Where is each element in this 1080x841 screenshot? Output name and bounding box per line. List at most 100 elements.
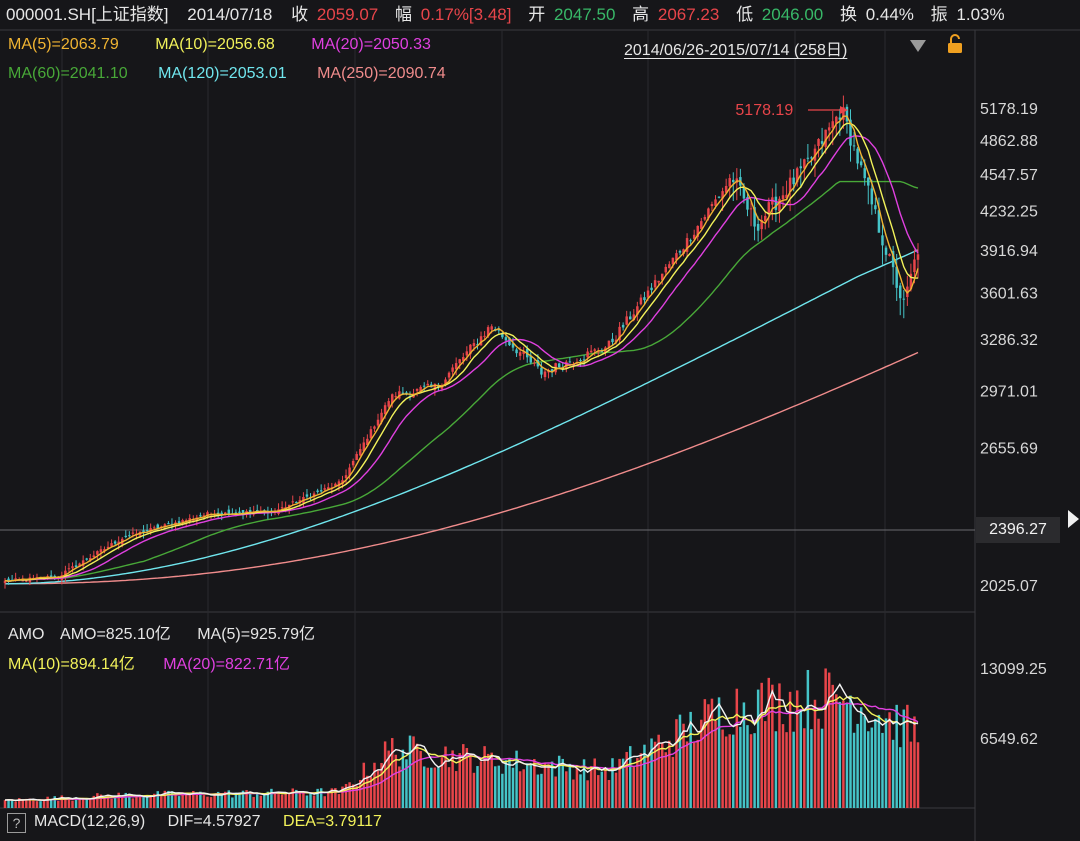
amo-bar	[859, 707, 863, 808]
candle-body	[696, 225, 699, 237]
amo-bar	[60, 795, 64, 808]
amo-bar	[145, 797, 149, 808]
amo-bar	[42, 800, 46, 808]
amo-bar	[351, 784, 355, 808]
help-icon[interactable]: ?	[7, 813, 26, 833]
price-tick-label: 4232.25	[980, 203, 1038, 220]
price-tick-label: 5178.19	[980, 101, 1038, 118]
amo-bar	[579, 774, 582, 808]
amo-bar	[323, 796, 326, 808]
candle-body	[732, 179, 735, 183]
amo-bar	[131, 798, 135, 808]
candle-body	[515, 349, 518, 354]
price-tick-label: 2655.69	[980, 440, 1038, 457]
symbol-name[interactable]: 000001.SH[上证指数]	[6, 5, 169, 24]
amo-bar	[820, 728, 824, 808]
candle-body	[220, 512, 223, 515]
candle-body	[316, 490, 319, 492]
candle-body	[422, 385, 426, 387]
macd-indicator-name[interactable]: MACD(12,26,9)	[34, 813, 146, 830]
candle-body	[71, 566, 74, 569]
candle-body	[682, 249, 685, 254]
close-label: 收	[291, 5, 309, 24]
amo-ma10-value: MA(10)=894.14亿	[8, 656, 135, 673]
candle-body	[803, 159, 806, 169]
amo-bar	[17, 798, 21, 808]
amo-bar	[46, 796, 49, 808]
candle-body	[870, 188, 874, 205]
candle-body	[469, 344, 472, 355]
candle-body	[533, 362, 536, 364]
open-label: 开	[528, 5, 546, 24]
amo-bar	[831, 684, 834, 808]
candle-body	[902, 298, 906, 300]
quote-header: 000001.SH[上证指数] 2014/07/18 收 2059.07 幅 0…	[0, 0, 1080, 30]
candle-body	[817, 139, 820, 146]
amo-bar	[845, 702, 849, 808]
amo-bar	[362, 762, 366, 808]
candle-body	[508, 337, 511, 346]
candle-body	[859, 161, 863, 166]
amo-bar	[756, 689, 760, 808]
amo-bar	[454, 771, 458, 808]
amo-ma20-value: MA(20)=822.71亿	[163, 656, 290, 673]
amo-bar	[266, 791, 270, 808]
candle-body	[760, 220, 763, 230]
candle-body	[643, 297, 646, 301]
candle-body	[440, 386, 444, 389]
amo-bar	[792, 731, 795, 808]
amo-bar	[536, 774, 540, 808]
amo-bar	[913, 716, 916, 808]
amo-bar	[199, 791, 202, 808]
candle-body	[632, 314, 636, 321]
candle-body	[351, 460, 355, 466]
macd-legend: MACD(12,26,9) DIF=4.57927 DEA=3.79117	[34, 813, 400, 831]
triangle-right-icon[interactable]	[1068, 510, 1079, 528]
amo-bar	[380, 762, 383, 808]
candle-body	[795, 168, 799, 183]
amo-indicator-name[interactable]: AMO	[8, 626, 45, 643]
amo-bar	[824, 668, 827, 808]
amo-bar	[35, 801, 39, 808]
candle-body	[241, 510, 245, 514]
amo-bar	[909, 741, 913, 808]
amo-bar	[184, 794, 188, 808]
date-range-selector[interactable]: 2014/06/26-2015/07/14 (258日)	[624, 42, 848, 59]
candle-body	[888, 253, 891, 256]
amo-bar	[120, 796, 124, 808]
amo-bar	[295, 789, 298, 808]
ma20-polyline	[4, 135, 919, 582]
candle-body	[78, 563, 81, 567]
lock-icon[interactable]	[946, 34, 964, 54]
peak-annotation: 5178.19	[735, 102, 848, 119]
candle-body	[835, 116, 838, 124]
candle-body	[163, 524, 167, 527]
low-label: 低	[736, 5, 754, 24]
candle-body	[781, 195, 785, 200]
candle-body	[710, 204, 714, 207]
candle-body	[255, 510, 259, 512]
amo-bar	[255, 794, 259, 808]
amo-bar	[433, 767, 437, 808]
candle-body	[543, 371, 547, 378]
candle-body	[621, 324, 625, 328]
amo-ma5-value: MA(5)=925.79亿	[197, 626, 316, 643]
candle-body	[177, 521, 181, 524]
candle-body	[788, 177, 792, 192]
candle-body	[199, 515, 202, 517]
triangle-down-icon[interactable]	[910, 40, 926, 52]
amo-bar	[508, 758, 511, 808]
amo-bar	[451, 750, 454, 808]
amo-bar	[735, 688, 739, 808]
amo-bar	[763, 721, 767, 808]
amo-bar	[543, 763, 547, 808]
amo-bar	[898, 747, 902, 808]
amo-bar	[113, 795, 117, 808]
amo-bar	[675, 719, 678, 808]
amo-bar	[465, 748, 469, 808]
candle-body	[756, 223, 760, 231]
candle-body	[611, 338, 614, 343]
amo-bar	[241, 790, 245, 808]
amo-bar	[383, 741, 387, 808]
